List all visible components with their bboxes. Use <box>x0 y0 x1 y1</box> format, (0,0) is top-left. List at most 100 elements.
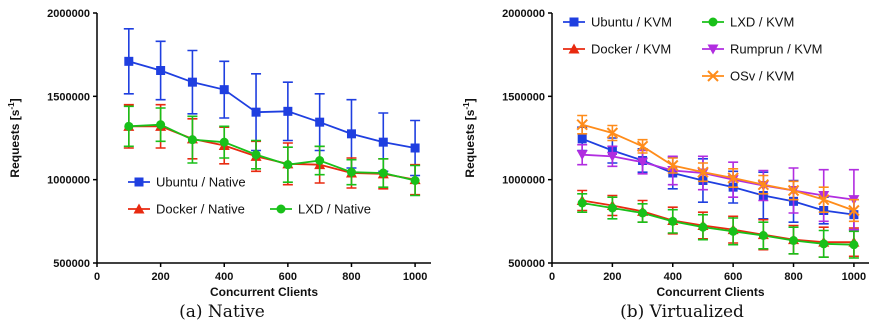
series-line <box>582 153 855 201</box>
data-point <box>156 66 166 75</box>
data-point <box>219 137 229 147</box>
legend-marker <box>134 177 144 187</box>
x-tick-label: 600 <box>279 271 297 283</box>
series-ubuntu-kvm <box>577 126 859 231</box>
chart-caption: (a) Native <box>179 302 265 322</box>
x-tick-label: 0 <box>94 271 100 283</box>
data-point <box>848 204 860 217</box>
data-point <box>698 222 708 232</box>
chart-native: 500000 1000000 1500000 2000000 0 200 400 600 800… <box>7 8 431 322</box>
series-rumprun-kvm <box>576 143 860 231</box>
data-point <box>849 240 859 250</box>
data-point <box>606 151 618 162</box>
data-point <box>283 160 293 170</box>
data-point <box>251 150 261 160</box>
legend-marker <box>276 204 286 214</box>
legend-entry: Docker / KVM <box>563 42 671 57</box>
data-point <box>283 106 293 116</box>
data-point <box>638 208 648 218</box>
series-line <box>581 137 855 216</box>
data-point <box>410 143 420 153</box>
data-point <box>315 156 325 165</box>
legend-entry: LXD / KVM <box>702 15 794 30</box>
legend-label: Rumprun / KVM <box>730 42 822 57</box>
legend-marker <box>707 44 719 55</box>
data-point <box>636 140 649 153</box>
y-axis-title-tail: ] <box>463 98 477 102</box>
legend-entry: Docker / Native <box>128 202 245 217</box>
series-line <box>582 199 854 244</box>
legend-marker <box>568 43 580 54</box>
data-point <box>787 184 800 197</box>
data-point <box>818 193 830 206</box>
data-point <box>315 117 325 127</box>
y-axis-title-tail: ] <box>8 98 22 102</box>
legend-label: LXD / KVM <box>730 15 794 30</box>
series-line <box>582 202 854 246</box>
legend-label: Ubuntu / Native <box>156 175 246 190</box>
x-tick-label: 1000 <box>842 271 866 283</box>
y-axis-title-sup: -1 <box>7 102 16 110</box>
data-point <box>789 236 799 245</box>
legend-marker <box>708 17 718 27</box>
x-axis-title: Concurrent Clients <box>656 285 764 299</box>
x-axis-title: Concurrent Clients <box>210 285 318 299</box>
series-docker-kvm <box>576 189 860 258</box>
series-line <box>581 123 855 212</box>
data-point <box>667 159 679 172</box>
series-lxd-kvm <box>577 193 859 259</box>
x-tick-label: 200 <box>603 271 621 283</box>
y-tick-label: 2000000 <box>47 8 90 20</box>
x-tick-label: 400 <box>664 271 682 283</box>
data-point <box>668 216 678 226</box>
data-point <box>577 134 587 144</box>
x-tick-label: 800 <box>342 271 360 283</box>
y-axis-title: Requests [s-1] <box>462 98 477 177</box>
y-tick-label: 1500000 <box>47 91 90 103</box>
y-tick-label: 1000000 <box>47 175 90 187</box>
series-lxd-native <box>123 105 421 197</box>
legend-marker <box>707 70 719 82</box>
data-point <box>637 157 649 168</box>
legend-entry: Ubuntu / KVM <box>563 15 672 30</box>
y-axis-title-main: Requests [s <box>8 109 22 177</box>
data-point <box>697 166 709 178</box>
legend-label: Docker / KVM <box>591 42 671 57</box>
x-tick-label: 400 <box>215 271 233 283</box>
y-tick-label: 1500000 <box>502 91 545 103</box>
y-tick-label: 500000 <box>508 258 545 270</box>
data-point <box>378 137 388 147</box>
y-tick-label: 500000 <box>53 258 90 270</box>
data-point <box>757 178 770 191</box>
chart-virtualized: 500000 1000000 1500000 2000000 0 200 400 600 800… <box>462 8 869 322</box>
legend-label: Ubuntu / KVM <box>591 15 672 30</box>
legend: Ubuntu / Native Docker / Native LXD / Nati… <box>128 175 371 217</box>
series-line <box>128 60 416 149</box>
data-point <box>219 85 229 95</box>
data-point <box>378 168 388 178</box>
data-point <box>251 107 261 117</box>
data-point <box>576 118 588 131</box>
series-osv-kvm <box>576 114 860 223</box>
chart-caption: (b) Virtualized <box>620 302 744 322</box>
series-line <box>128 125 416 181</box>
x-tick-label: 200 <box>151 271 169 283</box>
x-tick-label: 800 <box>784 271 802 283</box>
x-tick-label: 1000 <box>403 271 427 283</box>
x-tick-label: 0 <box>549 271 555 283</box>
y-tick-label: 1000000 <box>502 175 545 187</box>
legend-label: Docker / Native <box>156 202 245 217</box>
data-point <box>124 121 134 131</box>
data-point <box>410 176 420 185</box>
legend-entry: Rumprun / KVM <box>702 42 822 57</box>
legend-label: OSv / KVM <box>730 69 794 84</box>
data-point <box>187 135 197 145</box>
legend-entry: OSv / KVM <box>702 69 794 84</box>
data-point <box>346 129 356 139</box>
y-tick-label: 2000000 <box>502 8 545 20</box>
data-point <box>576 150 588 161</box>
y-axis-title: Requests [s-1] <box>7 98 22 177</box>
series-line <box>128 123 416 182</box>
x-tick-label: 600 <box>724 271 742 283</box>
data-point <box>346 167 356 177</box>
